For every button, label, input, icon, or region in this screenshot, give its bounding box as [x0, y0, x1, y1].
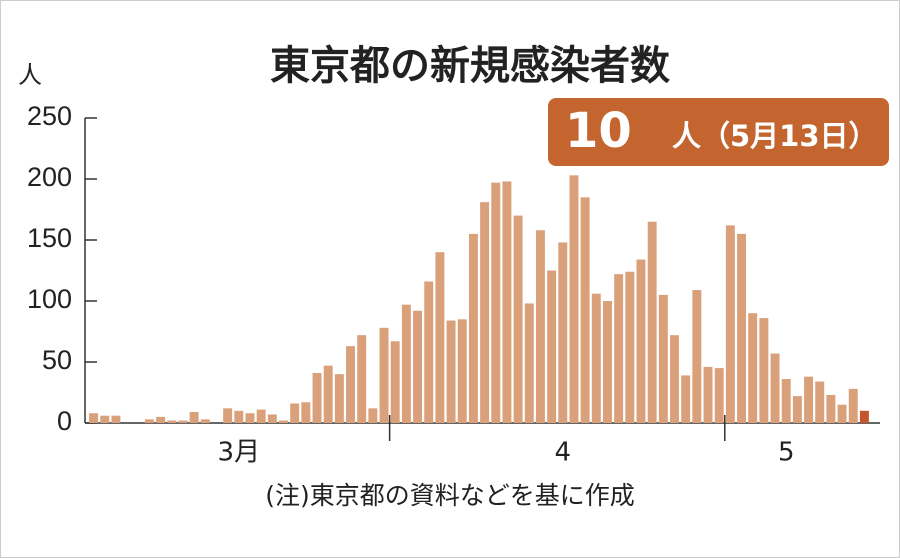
bar — [502, 181, 512, 423]
bar — [200, 419, 210, 423]
x-tick-label: 5 — [778, 438, 795, 468]
source-note: (注)東京都の資料などを基に作成 — [265, 481, 635, 510]
bar — [100, 415, 110, 423]
bar — [670, 335, 679, 423]
bar — [748, 313, 758, 423]
annotation-value: 10 — [565, 103, 632, 159]
bar — [580, 197, 590, 423]
bar — [256, 409, 266, 423]
bar — [703, 366, 713, 423]
bar — [323, 365, 333, 423]
bar — [144, 419, 154, 423]
y-tick-label: 150 — [27, 223, 72, 253]
bar — [223, 408, 233, 423]
bar — [859, 410, 869, 423]
y-tick-label: 200 — [27, 162, 72, 192]
bar — [826, 394, 836, 423]
y-tick-label: 100 — [27, 284, 72, 314]
bar — [513, 215, 523, 423]
bar — [692, 290, 702, 423]
annotation-badge — [548, 98, 889, 166]
bar — [603, 301, 612, 423]
y-tick-label: 50 — [42, 345, 72, 375]
bar — [781, 379, 791, 423]
bar — [725, 225, 735, 423]
bar — [301, 402, 311, 423]
bar — [401, 304, 411, 423]
bar — [279, 420, 288, 423]
bar — [468, 233, 478, 423]
bar — [714, 368, 724, 423]
bar — [457, 319, 467, 423]
bar — [591, 293, 601, 423]
bar — [837, 404, 847, 423]
bar — [614, 274, 624, 423]
bar — [647, 221, 657, 423]
bar — [424, 281, 434, 423]
bar — [625, 271, 635, 423]
bar — [480, 202, 490, 423]
y-tick-label: 0 — [57, 406, 72, 436]
bar — [636, 259, 646, 423]
y-tick-label: 250 — [27, 101, 72, 131]
bar — [558, 242, 568, 423]
bar — [178, 420, 188, 423]
bar — [792, 396, 802, 423]
bar — [569, 175, 579, 423]
x-tick-label: 4 — [555, 438, 572, 468]
bar — [334, 374, 344, 423]
bar — [379, 327, 389, 423]
bar — [681, 375, 691, 423]
chart-title: 東京都の新規感染者数 — [270, 43, 670, 89]
bar — [290, 403, 300, 423]
bar — [547, 270, 557, 423]
bar — [368, 408, 378, 423]
annotation-text: 人（5月13日） — [672, 119, 878, 153]
bar — [446, 320, 456, 423]
bar — [759, 318, 769, 423]
bar — [346, 346, 355, 423]
bar — [413, 310, 423, 423]
bar — [535, 230, 545, 423]
bar — [245, 413, 255, 423]
bar — [524, 303, 534, 423]
bar — [804, 376, 814, 423]
bar — [491, 182, 501, 423]
bar — [848, 388, 858, 423]
bar — [312, 372, 322, 423]
bar — [267, 414, 277, 423]
y-unit: 人 — [18, 61, 42, 89]
bar — [167, 420, 177, 423]
x-tick-label: 3月 — [218, 438, 261, 468]
bar — [658, 294, 668, 423]
bar — [234, 410, 244, 423]
bar — [189, 412, 199, 423]
bar — [815, 381, 825, 423]
bar — [737, 233, 746, 423]
bar — [357, 335, 367, 423]
bar — [770, 353, 780, 423]
bar — [435, 252, 445, 423]
bar — [390, 341, 400, 423]
bar — [156, 416, 166, 423]
bar — [111, 415, 121, 423]
bar — [89, 413, 99, 423]
